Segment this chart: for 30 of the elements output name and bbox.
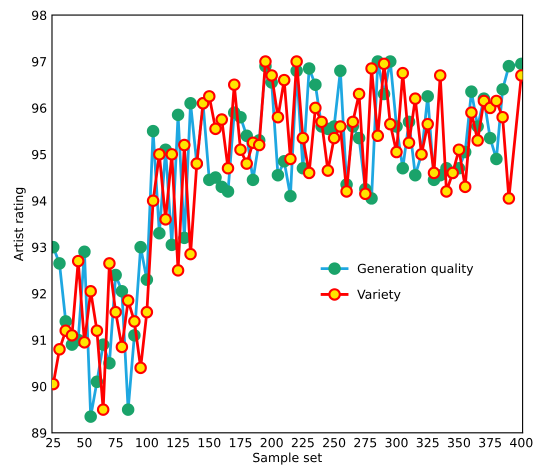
- y-tick-label: 94: [32, 196, 46, 206]
- y-tick-label: 91: [32, 335, 46, 345]
- x-tick-label: 375: [479, 438, 501, 448]
- y-tick-label: 98: [32, 10, 46, 20]
- y-axis-title: Artist rating: [14, 188, 26, 262]
- y-tick-label: 95: [32, 150, 46, 160]
- x-tick-label: 200: [260, 438, 283, 448]
- x-tick-label: 300: [386, 438, 408, 448]
- y-tick-label: 92: [32, 289, 46, 299]
- legend-label: Generation quality: [358, 263, 474, 276]
- x-tick-label: 75: [108, 438, 123, 448]
- x-tick-label: 250: [323, 438, 346, 448]
- x-tick-label: 50: [77, 438, 92, 448]
- y-tick-label: 89: [32, 428, 46, 438]
- x-tick-label: 275: [354, 438, 376, 448]
- x-tick-label: 175: [230, 438, 252, 448]
- y-tick-label: 93: [32, 242, 46, 252]
- legend-label: Variety: [357, 289, 401, 302]
- y-tick-label: 90: [32, 382, 46, 392]
- x-axis-title: Sample set: [253, 452, 322, 465]
- x-tick-label: 100: [136, 438, 158, 448]
- x-tick-label: 25: [46, 438, 60, 448]
- x-tick-label: 125: [168, 438, 189, 448]
- x-tick-label: 350: [448, 438, 470, 448]
- y-tick-label: 96: [32, 103, 46, 113]
- x-tick-label: 325: [416, 438, 439, 448]
- x-tick-label: 150: [198, 438, 220, 448]
- x-tick-label: 225: [292, 438, 314, 448]
- y-tick-label: 97: [32, 56, 46, 66]
- x-tick-label: 400: [510, 438, 532, 448]
